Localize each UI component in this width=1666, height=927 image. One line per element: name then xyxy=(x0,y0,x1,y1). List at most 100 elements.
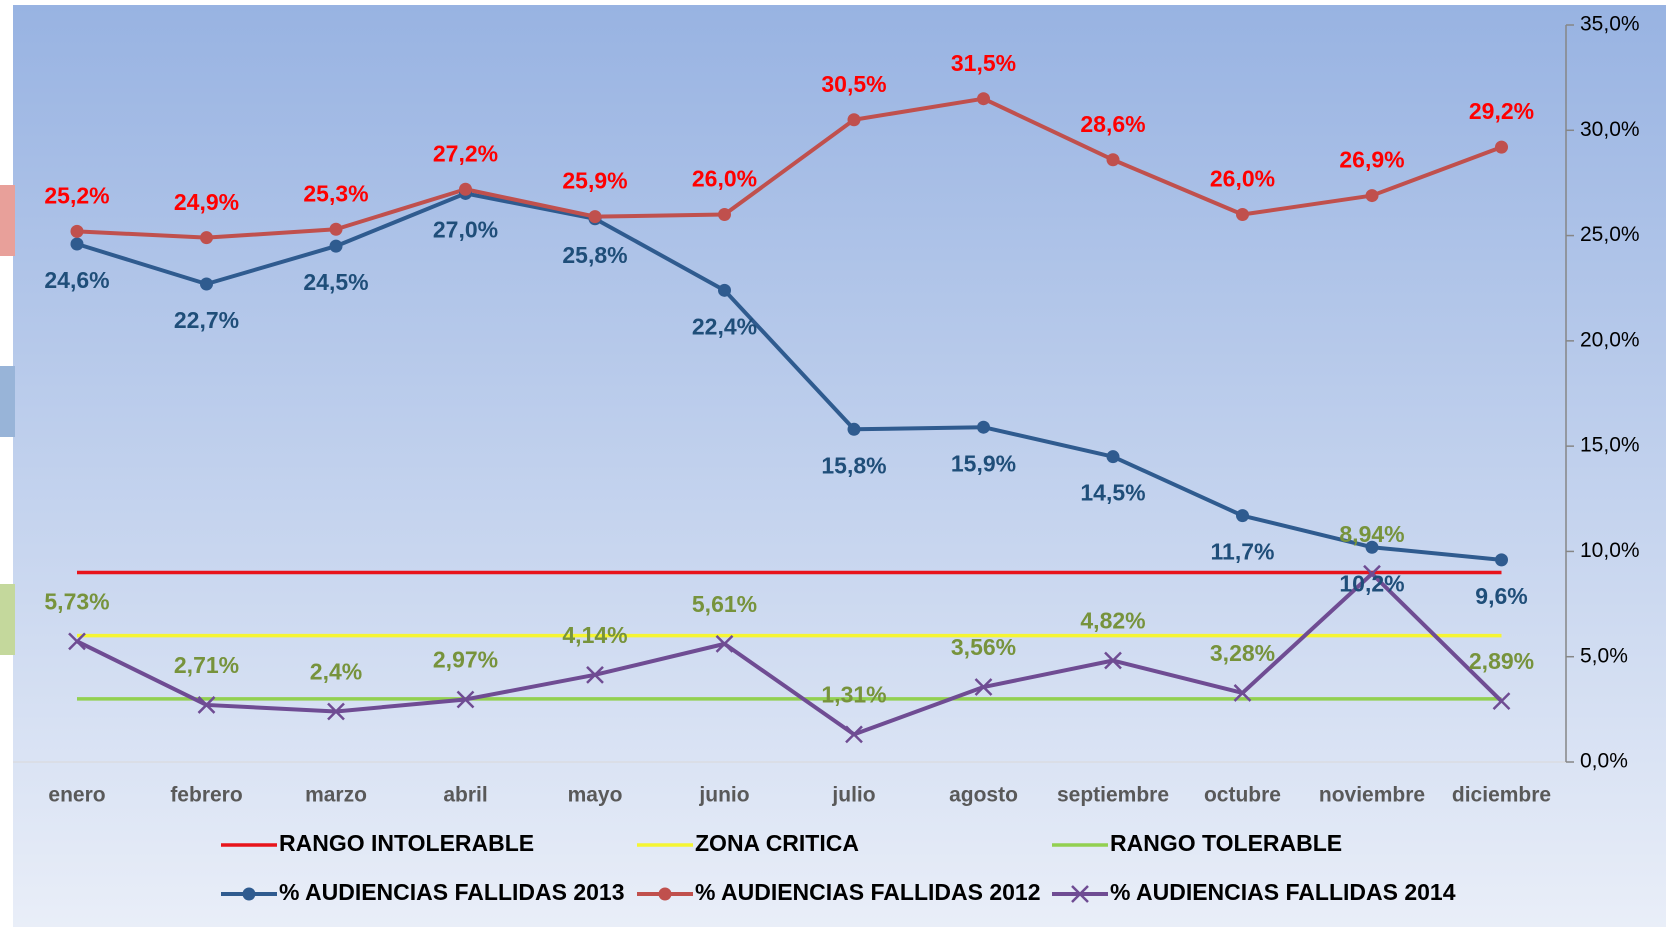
data-label: 24,5% xyxy=(303,269,368,295)
legend-label: % AUDIENCIAS FALLIDAS 2012 xyxy=(695,879,1041,905)
data-label: 25,2% xyxy=(44,182,109,208)
x-tick-label: agosto xyxy=(949,784,1018,807)
data-label: 9,6% xyxy=(1475,583,1527,609)
series-line xyxy=(76,96,1503,240)
point xyxy=(1106,450,1120,464)
data-label: 26,9% xyxy=(1339,147,1404,173)
data-label: 27,2% xyxy=(433,140,498,166)
point xyxy=(718,283,731,297)
x-tick-label: noviembre xyxy=(1319,784,1425,807)
legend-label: ZONA CRITICA xyxy=(695,830,859,856)
x-tick-label: octubre xyxy=(1204,784,1281,807)
legend-marker xyxy=(1071,885,1089,903)
point xyxy=(847,113,861,127)
point xyxy=(459,182,472,196)
point xyxy=(977,92,990,106)
data-label: 2,89% xyxy=(1469,648,1534,674)
point xyxy=(1492,692,1511,711)
y-tick-label: 30,0% xyxy=(1580,118,1640,141)
point xyxy=(200,277,213,291)
point xyxy=(715,634,734,653)
x-tick-label: junio xyxy=(698,784,749,807)
point xyxy=(1236,509,1249,523)
point xyxy=(1104,651,1122,670)
data-label: 25,3% xyxy=(303,180,368,206)
data-label: 29,2% xyxy=(1469,98,1534,124)
data-label: 22,7% xyxy=(174,307,239,333)
point xyxy=(1495,553,1508,567)
data-label: 5,61% xyxy=(692,591,757,617)
data-label: 27,0% xyxy=(433,217,498,243)
y-tick-label: 15,0% xyxy=(1580,434,1640,457)
legend-item: RANGO INTOLERABLE xyxy=(221,830,534,856)
point xyxy=(1365,540,1379,554)
legend-label: RANGO INTOLERABLE xyxy=(279,830,534,856)
point xyxy=(977,420,990,434)
x-tick-label: febrero xyxy=(170,784,242,807)
data-label: 25,8% xyxy=(562,242,627,268)
point xyxy=(588,210,602,224)
y-tick-label: 0,0% xyxy=(1580,750,1628,773)
data-label: 15,8% xyxy=(821,452,886,478)
point xyxy=(1365,189,1379,203)
data-label: 22,4% xyxy=(692,313,757,339)
data-label: 3,28% xyxy=(1210,640,1275,666)
point xyxy=(329,222,343,236)
legend-item: ZONA CRITICA xyxy=(637,830,859,856)
legend-label: RANGO TOLERABLE xyxy=(1110,830,1342,856)
data-label: 24,9% xyxy=(174,189,239,215)
point xyxy=(456,690,475,709)
data-label: 25,9% xyxy=(562,168,627,194)
y-tick-label: 25,0% xyxy=(1580,223,1640,246)
series-line xyxy=(76,191,1502,562)
point xyxy=(197,696,216,714)
chart-background xyxy=(13,5,1666,927)
data-label: 14,5% xyxy=(1080,480,1145,506)
point xyxy=(845,725,863,744)
x-tick-label: septiembre xyxy=(1057,784,1169,807)
point xyxy=(586,665,604,684)
x-tick-label: enero xyxy=(48,784,105,807)
point xyxy=(718,208,731,222)
point xyxy=(1495,140,1508,154)
legend-item: RANGO TOLERABLE xyxy=(1052,830,1342,856)
legend-marker xyxy=(658,887,672,901)
data-label: 3,56% xyxy=(951,634,1016,660)
y-tick-label: 10,0% xyxy=(1580,539,1640,562)
data-label: 24,6% xyxy=(44,267,109,293)
legend-label: % AUDIENCIAS FALLIDAS 2013 xyxy=(279,879,625,905)
point xyxy=(1106,153,1120,167)
point xyxy=(200,231,213,245)
x-tick-label: julio xyxy=(831,784,875,807)
legend-item: % AUDIENCIAS FALLIDAS 2014 xyxy=(1052,879,1456,905)
data-label: 4,82% xyxy=(1080,608,1145,634)
point xyxy=(974,678,993,696)
data-label: 26,0% xyxy=(692,166,757,192)
legend-label: % AUDIENCIAS FALLIDAS 2014 xyxy=(1110,879,1456,905)
point xyxy=(70,224,84,238)
y-tick-label: 20,0% xyxy=(1580,328,1640,351)
data-label: 8,94% xyxy=(1339,521,1404,547)
y-tick-label: 5,0% xyxy=(1580,644,1628,667)
point xyxy=(329,239,343,253)
data-label: 31,5% xyxy=(951,50,1016,76)
x-tick-label: diciembre xyxy=(1452,784,1551,807)
data-label: 2,71% xyxy=(174,652,239,678)
data-label: 4,14% xyxy=(562,622,627,648)
data-label: 26,0% xyxy=(1210,166,1275,192)
data-label: 1,31% xyxy=(821,681,886,707)
x-tick-label: mayo xyxy=(568,784,623,807)
point xyxy=(1233,684,1252,702)
data-label: 30,5% xyxy=(821,71,886,97)
data-label: 28,6% xyxy=(1080,111,1145,137)
side-tab xyxy=(0,584,15,655)
series-line xyxy=(76,571,1503,737)
point xyxy=(327,702,345,721)
data-label: 11,7% xyxy=(1211,539,1275,565)
x-tick-label: marzo xyxy=(305,784,367,807)
data-label: 2,4% xyxy=(310,659,362,685)
point xyxy=(1363,564,1381,583)
side-tab xyxy=(0,185,15,256)
point xyxy=(68,632,86,651)
